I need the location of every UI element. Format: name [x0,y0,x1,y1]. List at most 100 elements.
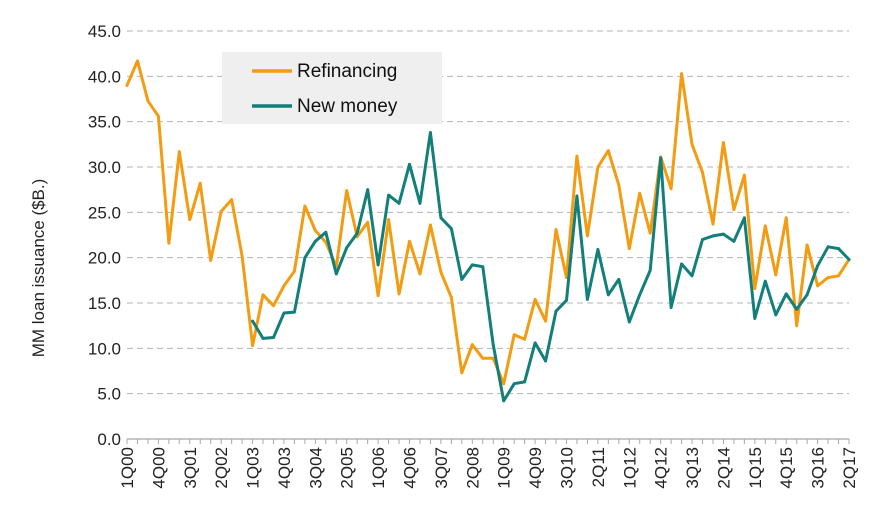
data-point-refinancing [219,210,223,213]
data-point-refinancing [648,231,652,235]
data-point-refinancing [742,173,746,177]
data-point-new-money [512,382,516,386]
x-tick-label: 4Q03 [275,447,294,489]
data-point-new-money [680,262,683,266]
data-point-refinancing [544,319,547,323]
data-point-new-money [272,336,275,339]
data-point-refinancing [680,72,683,76]
y-tick-label: 25.0 [88,203,121,222]
data-point-refinancing [198,181,202,185]
data-point-new-money [627,320,631,324]
x-tick-label: 1Q06 [369,447,388,489]
x-tick-label: 1Q03 [244,447,263,489]
data-point-refinancing [722,141,725,144]
data-point-new-money [397,201,401,205]
data-point-refinancing [763,224,767,228]
data-point-new-money [837,247,840,251]
data-point-new-money [795,307,799,311]
x-tick-label: 3Q04 [306,447,325,489]
legend-label-refinancing: Refinancing [297,61,397,82]
y-tick-label: 0.0 [97,430,121,449]
data-point-refinancing [376,294,380,298]
data-point-new-money [638,293,642,297]
data-point-new-money [481,265,485,269]
data-point-refinancing [732,208,736,212]
data-point-new-money [408,162,411,166]
data-point-new-money [606,293,610,297]
data-point-refinancing [701,171,704,174]
data-point-new-money [575,194,579,198]
data-point-new-money [586,297,589,301]
data-point-refinancing [293,269,296,273]
y-tick-label: 45.0 [88,22,121,41]
data-point-new-money [784,292,788,296]
data-point-refinancing [606,149,610,153]
data-point-refinancing [784,216,788,220]
x-tick-label: 1Q09 [495,447,514,489]
data-point-refinancing [627,247,631,251]
legend-label-new-money: New money [297,96,398,117]
data-point-new-money [324,230,328,234]
data-point-refinancing [523,337,527,341]
data-point-new-money [554,309,558,313]
y-axis-title: MM loan issuance ($B.) [29,179,48,358]
data-point-new-money [690,274,694,278]
data-point-new-money [470,263,474,267]
data-point-refinancing [324,240,328,244]
x-tick-label: 2Q02 [212,447,231,489]
data-point-new-money [261,336,265,340]
x-tick-label: 2Q08 [463,447,482,489]
data-point-refinancing [345,189,349,192]
data-point-refinancing [261,293,265,297]
data-point-refinancing [146,99,150,103]
data-point-new-money [334,272,338,276]
data-point-refinancing [669,187,673,191]
data-point-refinancing [282,284,286,288]
y-tick-label: 40.0 [88,67,121,86]
data-point-new-money [293,310,296,314]
data-point-refinancing [397,292,401,296]
data-point-new-money [533,341,537,345]
x-tick-label: 3Q10 [557,447,576,489]
data-point-new-money [376,263,380,267]
data-point-refinancing [586,234,589,238]
data-point-new-money [303,256,307,260]
data-point-new-money [565,298,568,302]
data-point-refinancing [554,228,558,231]
data-point-refinancing [575,154,579,158]
data-point-refinancing [470,343,474,347]
data-point-refinancing [251,344,254,348]
data-point-refinancing [753,287,757,290]
data-point-refinancing [502,382,506,386]
x-tick-label: 3Q13 [683,447,702,489]
data-point-refinancing [387,218,390,221]
data-point-new-money [659,156,663,160]
data-point-new-money [460,278,464,281]
data-point-new-money [826,245,830,249]
y-tick-label: 10.0 [88,339,121,358]
data-point-refinancing [230,198,234,202]
data-point-refinancing [439,270,443,274]
x-tick-label: 1Q00 [118,447,137,489]
data-point-refinancing [303,204,307,208]
data-point-refinancing [188,218,192,221]
data-point-refinancing [408,239,411,243]
data-point-new-money [701,238,704,241]
data-point-new-money [439,216,443,220]
data-point-refinancing [460,371,464,375]
y-tick-label: 15.0 [88,294,121,313]
data-point-new-money [523,380,527,384]
data-point-new-money [763,279,767,283]
data-point-new-money [742,216,746,220]
data-point-refinancing [565,276,568,280]
data-point-new-money [596,248,600,251]
x-tick-label: 1Q15 [746,447,765,489]
legend-box [222,52,442,124]
data-point-refinancing [449,296,453,299]
data-point-refinancing [429,223,432,227]
data-point-refinancing [774,273,778,277]
y-tick-label: 30.0 [88,158,121,177]
data-point-refinancing [156,114,160,118]
data-point-refinancing [837,274,840,278]
